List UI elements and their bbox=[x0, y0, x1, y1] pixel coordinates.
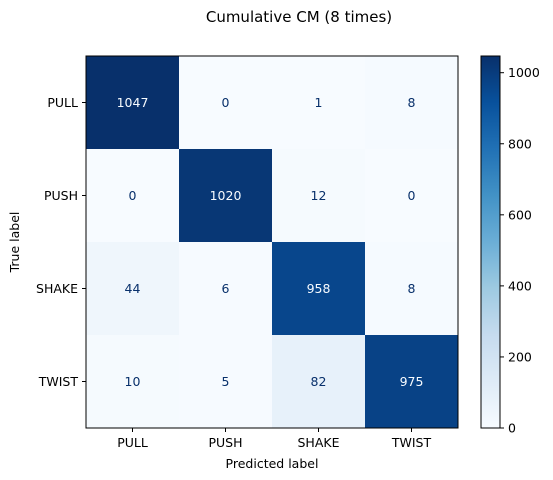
x-tick-label: TWIST bbox=[391, 435, 432, 450]
cell-value-label: 12 bbox=[311, 188, 327, 203]
y-tick-label: SHAKE bbox=[36, 281, 78, 296]
colorbar-tick-label: 800 bbox=[508, 136, 532, 151]
y-tick-label: PUSH bbox=[44, 188, 78, 203]
heatmap-cells bbox=[86, 56, 459, 429]
x-tick-label: PUSH bbox=[208, 435, 242, 450]
cell-value-label: 0 bbox=[408, 188, 416, 203]
colorbar-tick-label: 200 bbox=[508, 349, 532, 364]
x-axis-ticks: PULL PUSH SHAKE TWIST bbox=[117, 428, 431, 450]
cell-value-label: 1 bbox=[315, 95, 323, 110]
x-tick-label: PULL bbox=[117, 435, 148, 450]
cell-value-label: 10 bbox=[125, 374, 141, 389]
cell-value-label: 44 bbox=[125, 281, 141, 296]
cell-value-label: 82 bbox=[311, 374, 327, 389]
cell-value-label: 0 bbox=[222, 95, 230, 110]
chart-title: Cumulative CM (8 times) bbox=[206, 8, 392, 26]
cell-value-label: 8 bbox=[408, 281, 416, 296]
colorbar-tick-label: 0 bbox=[508, 421, 516, 436]
cell-value-label: 1047 bbox=[117, 95, 149, 110]
heatmap-cell bbox=[86, 149, 180, 243]
plot-frame bbox=[85, 55, 459, 429]
heatmap-cell bbox=[179, 335, 273, 429]
heatmap-cell bbox=[365, 335, 459, 429]
cell-value-label: 958 bbox=[307, 281, 331, 296]
colorbar-tick-label: 600 bbox=[508, 207, 532, 222]
heatmap-cell bbox=[86, 335, 180, 429]
heatmap-cell bbox=[365, 149, 459, 243]
heatmap-cell bbox=[179, 242, 273, 336]
y-tick-label: PULL bbox=[47, 95, 78, 110]
x-axis-label: Predicted label bbox=[226, 456, 319, 471]
colorbar-ticks: 0 200 400 600 800 1000 bbox=[500, 65, 540, 436]
y-axis-label: True label bbox=[7, 212, 22, 274]
cell-value-label: 0 bbox=[129, 188, 137, 203]
heatmap-cell bbox=[365, 56, 459, 150]
y-tick-label: TWIST bbox=[38, 374, 79, 389]
heatmap-cell bbox=[272, 56, 366, 150]
cell-value-label: 8 bbox=[408, 95, 416, 110]
heatmap-cell-labels: 1047 0 1 8 0 1020 12 0 44 6 958 8 10 5 82 975 bbox=[117, 95, 424, 389]
colorbar bbox=[480, 55, 501, 429]
colorbar-tick-label: 1000 bbox=[508, 65, 540, 80]
heatmap-cell bbox=[86, 242, 180, 336]
heatmap-cell bbox=[272, 242, 366, 336]
x-tick-label: SHAKE bbox=[298, 435, 340, 450]
cell-value-label: 1020 bbox=[210, 188, 242, 203]
heatmap-cell bbox=[179, 56, 273, 150]
heatmap-cell bbox=[179, 149, 273, 243]
y-axis-ticks: PULL PUSH SHAKE TWIST bbox=[36, 95, 86, 389]
colorbar-tick-label: 400 bbox=[508, 278, 532, 293]
cell-value-label: 5 bbox=[222, 374, 230, 389]
heatmap-cell bbox=[365, 242, 459, 336]
cell-value-label: 975 bbox=[400, 374, 424, 389]
heatmap-cell bbox=[272, 149, 366, 243]
cell-value-label: 6 bbox=[222, 281, 230, 296]
heatmap-cell bbox=[86, 56, 180, 150]
heatmap-cell bbox=[272, 335, 366, 429]
